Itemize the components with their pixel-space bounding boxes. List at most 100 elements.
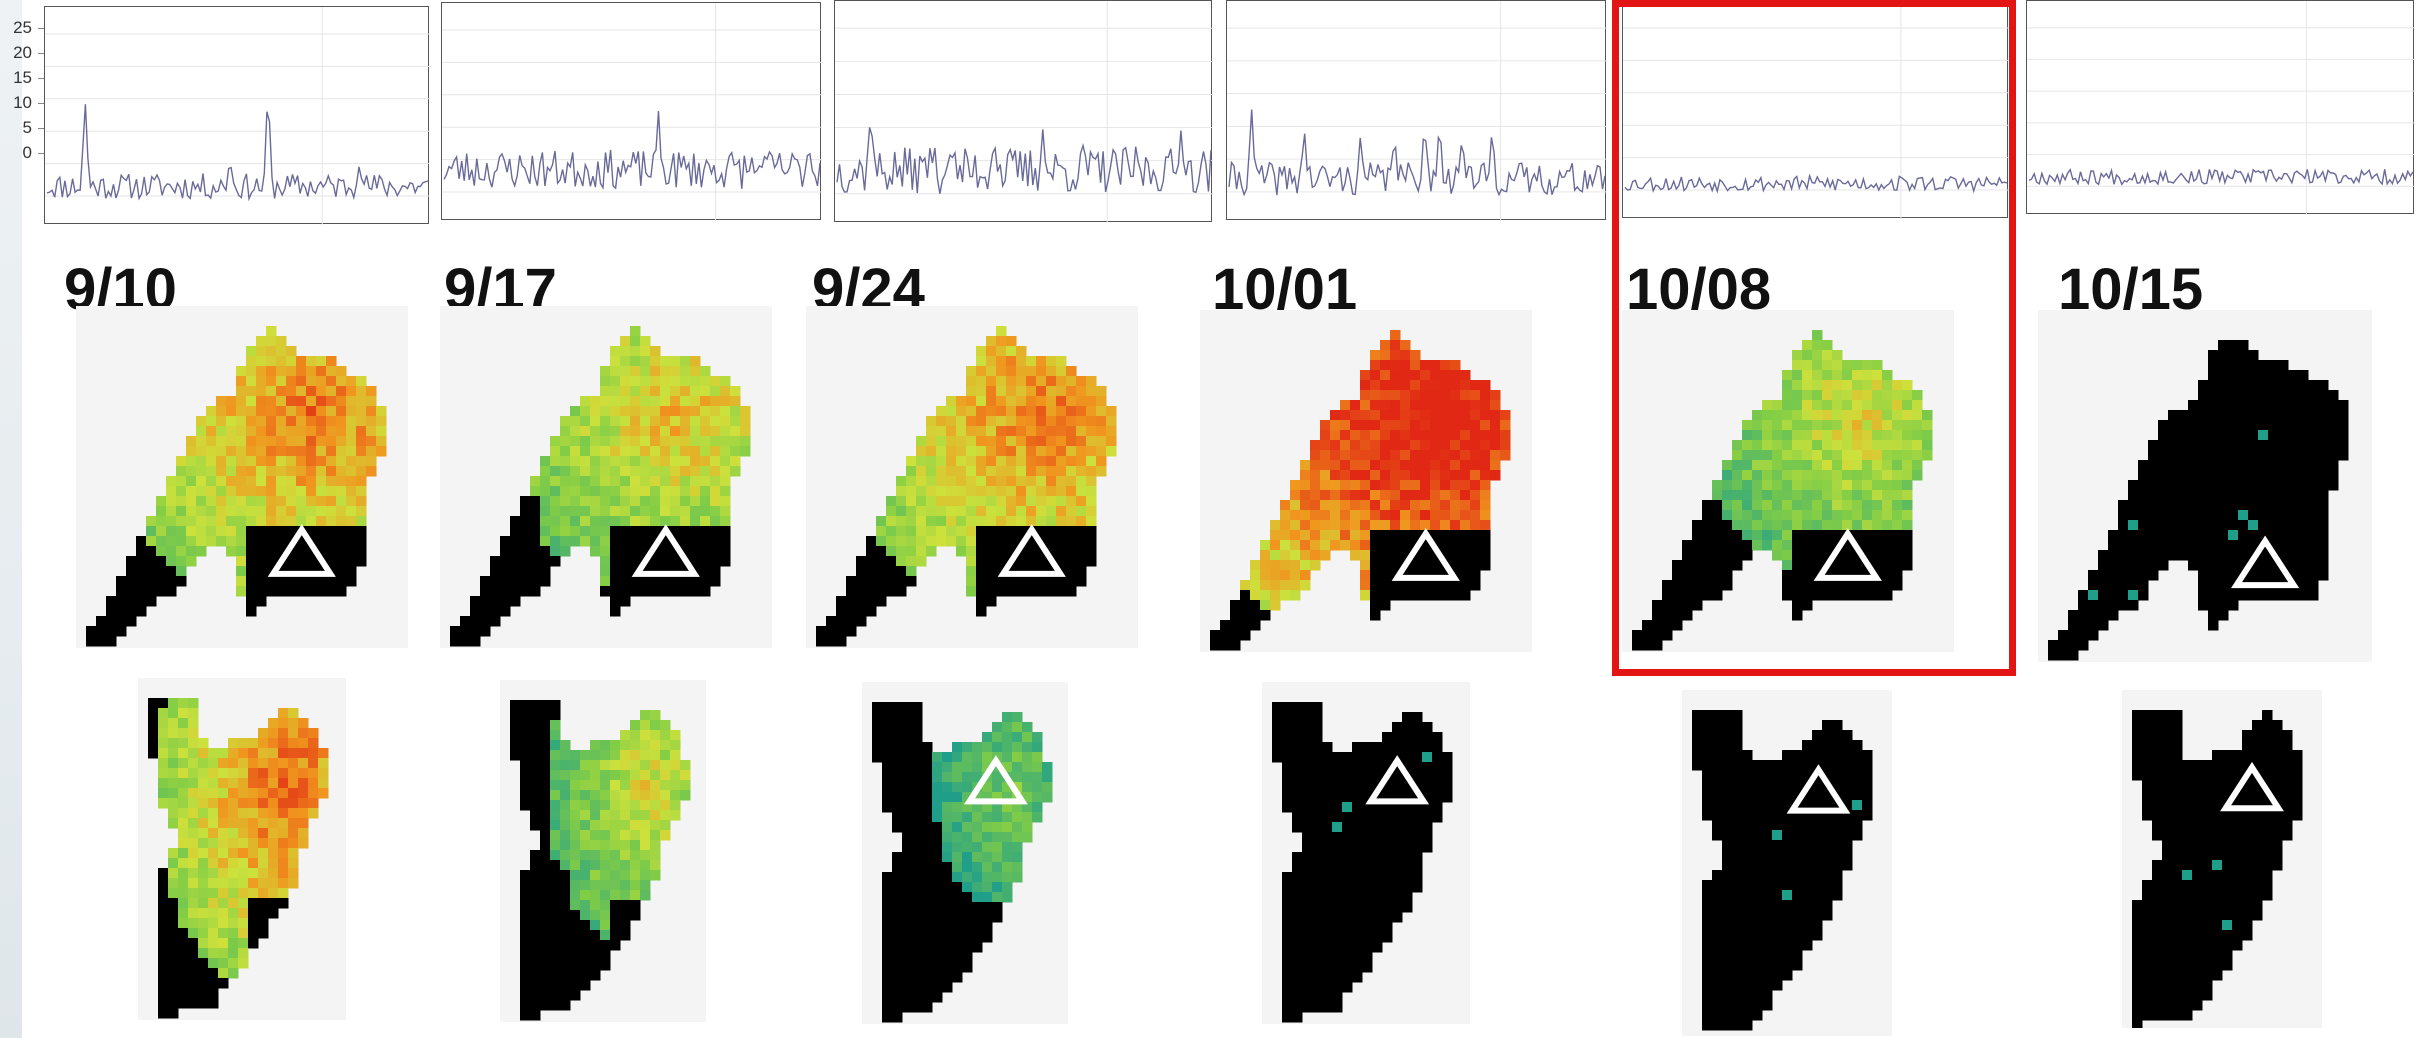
map-cell: [630, 720, 641, 731]
map-cell: [1742, 440, 1753, 451]
map-cell: [680, 426, 691, 437]
map-cell: [986, 536, 997, 547]
map-cell: [196, 506, 207, 517]
map-cell: [226, 456, 237, 467]
map-cell: [600, 930, 611, 941]
map-cell: [346, 556, 357, 567]
map-cell: [1412, 832, 1423, 843]
map-cell: [2272, 750, 2283, 761]
map-cell: [1282, 902, 1293, 913]
map-cell: [1380, 460, 1391, 471]
map-cell: [2268, 410, 2279, 421]
map-cell: [650, 446, 661, 457]
map-cell: [1742, 940, 1753, 951]
map-cell: [640, 526, 651, 537]
map-cell: [326, 526, 337, 537]
map-cell: [216, 416, 227, 427]
map-cell: [1872, 560, 1883, 571]
map-cell: [188, 948, 199, 959]
map-cell: [976, 556, 987, 567]
map-cell: [286, 556, 297, 567]
map-cell: [1026, 586, 1037, 597]
map-cell: [1440, 500, 1451, 511]
map-cell: [1852, 800, 1863, 811]
map-cell: [346, 526, 357, 537]
map-cell: [550, 960, 561, 971]
map-cell: [2298, 450, 2309, 461]
map-cell: [188, 808, 199, 819]
map-cell: [156, 526, 167, 537]
map-cell: [902, 922, 913, 933]
map-cell: [288, 718, 299, 729]
map-cell: [1410, 480, 1421, 491]
map-cell: [1762, 1000, 1773, 1011]
map-cell: [2148, 550, 2159, 561]
map-cell: [912, 702, 923, 713]
map-cell: [2248, 500, 2259, 511]
map-cell: [992, 872, 1003, 883]
map-cell: [530, 880, 541, 891]
map-cell: [266, 586, 277, 597]
map-cell: [1270, 600, 1281, 611]
map-cell: [650, 406, 661, 417]
map-cell: [1742, 860, 1753, 871]
map-cell: [1812, 380, 1823, 391]
map-cell: [962, 952, 973, 963]
map-cell: [580, 870, 591, 881]
map-cell: [2278, 470, 2289, 481]
map-cell: [188, 838, 199, 849]
map-cell: [1022, 792, 1033, 803]
map-cell: [356, 556, 367, 567]
map-cell: [1402, 892, 1413, 903]
map-cell: [916, 506, 927, 517]
map-cell: [1312, 882, 1323, 893]
map-cell: [610, 346, 621, 357]
y-tick-label: 10: [13, 93, 32, 112]
map-cell: [530, 546, 541, 557]
map-cell: [2308, 500, 2319, 511]
map-cell: [1802, 930, 1813, 941]
map-cell: [188, 708, 199, 719]
map-cell: [1692, 760, 1703, 771]
map-cell: [306, 556, 317, 567]
map-cell: [966, 476, 977, 487]
map-cell: [218, 878, 229, 889]
map-cell: [96, 636, 107, 647]
map-cell: [1352, 932, 1363, 943]
map-cell: [266, 346, 277, 357]
map-cell: [1762, 420, 1773, 431]
map-cell: [2308, 460, 2319, 471]
map-cell: [158, 768, 169, 779]
map-cell: [2238, 380, 2249, 391]
map-cell: [198, 798, 209, 809]
map-cell: [520, 546, 531, 557]
map-cell: [1312, 982, 1323, 993]
map-cell: [198, 808, 209, 819]
map-cell: [1852, 520, 1863, 531]
map-cell: [258, 868, 269, 879]
map-cell: [2248, 420, 2259, 431]
map-cell: [540, 830, 551, 841]
map-cell: [2188, 520, 2199, 531]
map-cell: [1722, 750, 1733, 761]
map-cell: [1240, 620, 1251, 631]
map-cell: [906, 496, 917, 507]
map-cell: [966, 456, 977, 467]
map-cell: [992, 732, 1003, 743]
map-cell: [550, 496, 561, 507]
map-cell: [640, 466, 651, 477]
map-cell: [1450, 490, 1461, 501]
map-cell: [856, 596, 867, 607]
map-cell: [336, 546, 347, 557]
map-cell: [256, 446, 267, 457]
map-cell: [1282, 702, 1293, 713]
map-cell: [550, 950, 561, 961]
map-cell: [1352, 772, 1363, 783]
map-cell: [198, 958, 209, 969]
map-cell: [1772, 790, 1783, 801]
map-cell: [1812, 870, 1823, 881]
map-cell: [1390, 520, 1401, 531]
map-cell: [2278, 430, 2289, 441]
map-cell: [346, 516, 357, 527]
map-cell: [630, 466, 641, 477]
